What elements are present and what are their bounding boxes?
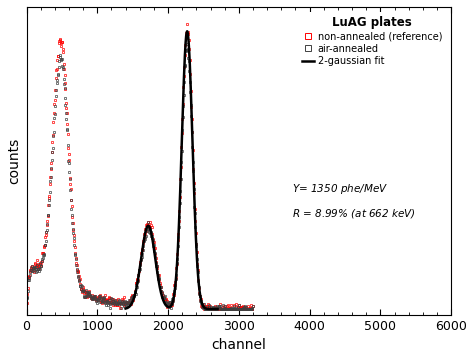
- Y-axis label: counts: counts: [7, 137, 21, 184]
- X-axis label: channel: channel: [211, 338, 266, 352]
- Legend: non-annealed (reference), air-annealed, 2-gaussian fit: non-annealed (reference), air-annealed, …: [299, 12, 446, 70]
- Text: $Y$= 1350 phe/MeV: $Y$= 1350 phe/MeV: [292, 182, 388, 196]
- Text: $R$ = 8.99% (at 662 keV): $R$ = 8.99% (at 662 keV): [292, 207, 416, 220]
